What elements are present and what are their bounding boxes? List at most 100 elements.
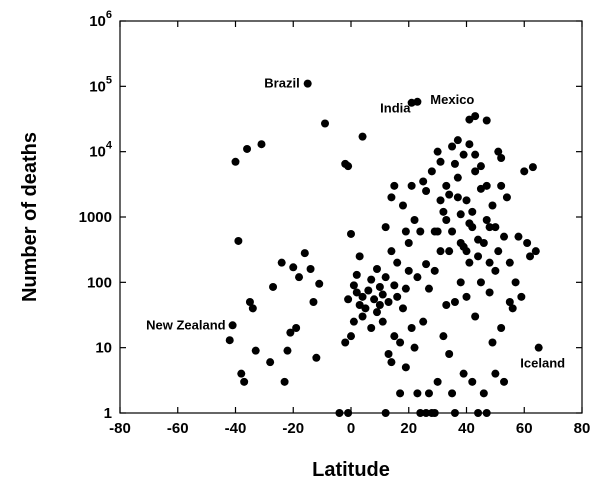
data-point (413, 389, 422, 398)
data-point (375, 282, 384, 291)
y-tick-label: 1 (104, 405, 112, 422)
data-point (349, 281, 358, 290)
data-point (439, 207, 448, 216)
data-point (482, 409, 491, 417)
data-point (465, 140, 474, 149)
data-point (341, 338, 350, 347)
data-point (303, 79, 312, 88)
data-point (404, 238, 413, 247)
data-point (396, 389, 405, 398)
data-point (349, 317, 358, 326)
data-point (453, 173, 462, 182)
data-point (453, 136, 462, 145)
data-point (505, 258, 514, 267)
data-point (468, 207, 477, 216)
data-point (465, 258, 474, 267)
data-point (393, 292, 402, 301)
data-point (459, 150, 468, 159)
data-point (352, 288, 361, 297)
data-point (289, 263, 298, 272)
data-point (309, 298, 318, 307)
data-point (286, 328, 295, 337)
data-point (526, 252, 535, 261)
data-point (410, 215, 419, 224)
data-point (306, 264, 315, 273)
data-point (364, 286, 373, 295)
annotation-label: Iceland (520, 356, 565, 371)
data-point (476, 162, 485, 171)
x-tick-label: -40 (225, 420, 247, 437)
data-point (381, 273, 390, 282)
x-tick-label: 20 (400, 420, 417, 437)
data-point (225, 336, 234, 345)
data-point (439, 332, 448, 341)
y-tick-label: 104 (89, 140, 113, 161)
data-point (468, 377, 477, 386)
data-points (225, 79, 543, 417)
data-point (465, 115, 474, 124)
data-point (245, 298, 254, 307)
data-point (500, 232, 509, 241)
data-point (410, 343, 419, 352)
data-point (367, 323, 376, 332)
x-tick-label: -80 (109, 420, 131, 437)
data-point (277, 258, 286, 267)
data-point (468, 223, 477, 232)
data-point (494, 247, 503, 256)
data-point (531, 247, 540, 256)
data-point (378, 290, 387, 299)
data-point (442, 181, 451, 190)
data-point (485, 223, 494, 232)
data-point (292, 323, 301, 332)
data-point (401, 284, 410, 293)
data-point (300, 249, 309, 258)
data-point (358, 132, 367, 141)
data-point (491, 369, 500, 378)
data-point (283, 346, 292, 355)
y-tick-label: 100 (87, 274, 112, 291)
data-point (497, 323, 506, 332)
data-point (474, 252, 483, 261)
data-point (448, 227, 457, 236)
data-point (347, 229, 355, 238)
data-point (243, 144, 252, 153)
data-point (479, 389, 488, 398)
data-point (471, 150, 480, 159)
data-point (398, 304, 407, 313)
data-point (424, 284, 433, 293)
data-point (398, 201, 407, 210)
data-point (347, 332, 355, 341)
data-point (237, 369, 246, 378)
data-point (344, 409, 353, 417)
data-point (474, 235, 483, 244)
data-point (234, 236, 243, 245)
y-tick-label: 10 (95, 340, 112, 357)
data-point (442, 300, 451, 309)
data-point (352, 270, 361, 279)
annotations: Brazil India Mexico New Zealand Iceland (146, 76, 565, 371)
data-point (523, 238, 532, 247)
data-point (500, 377, 509, 386)
x-tick-label: 80 (574, 420, 591, 437)
data-point (482, 215, 491, 224)
data-point (459, 369, 468, 378)
data-point (450, 298, 459, 307)
data-point (436, 196, 445, 205)
data-point (445, 190, 454, 199)
data-point (430, 409, 439, 417)
data-point (450, 409, 459, 417)
y-tick-label: 105 (89, 74, 112, 95)
data-point (407, 181, 416, 190)
data-point (419, 317, 428, 326)
x-tick-label: -60 (167, 420, 189, 437)
data-point (456, 210, 465, 219)
data-point (494, 147, 503, 156)
data-point (372, 308, 381, 317)
data-point (358, 312, 367, 321)
data-point (390, 332, 399, 341)
y-tick-label: 106 (89, 9, 112, 30)
data-point (471, 312, 480, 321)
data-point (367, 275, 376, 284)
data-point (396, 338, 405, 347)
data-point (240, 377, 249, 386)
